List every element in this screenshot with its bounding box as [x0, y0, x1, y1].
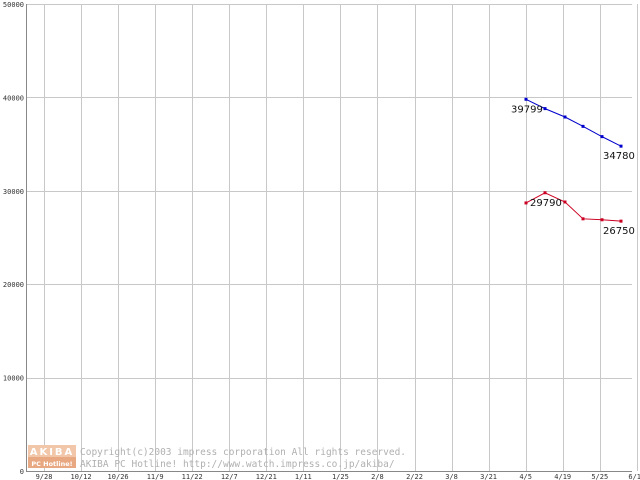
x-tick-label: 1/11 [295, 473, 312, 480]
data-point [619, 144, 623, 148]
logo-bottom-text: PC Hotline! [31, 460, 72, 468]
data-label: 29790 [530, 198, 562, 209]
data-point [524, 201, 528, 205]
data-point [581, 217, 585, 221]
x-tick-label: 4/5 [519, 473, 532, 480]
logo-top-text: AKIBA [30, 447, 75, 458]
akiba-logo: AKIBA PC Hotline! [28, 445, 76, 468]
x-tick-label: 2/8 [371, 473, 384, 480]
y-tick-label: 30000 [3, 188, 24, 196]
axes [26, 4, 632, 472]
x-tick-label: 3/8 [445, 473, 458, 480]
x-tick-label: 9/28 [36, 473, 53, 480]
x-tick-label: 11/22 [182, 473, 203, 480]
data-point [600, 135, 604, 139]
logo-top-bg [28, 445, 76, 457]
y-tick-label: 20000 [3, 281, 24, 289]
data-label: 39799 [511, 104, 543, 115]
x-tick-label: 2/22 [406, 473, 423, 480]
x-tick-labels: 9/28 10/12 10/26 11/9 11/22 12/7 12/21 1/11 1/25… [36, 473, 640, 480]
x-tick-label: 12/7 [221, 473, 238, 480]
copyright-line: Copyright(c)2003 impress corporation All… [80, 447, 406, 458]
y-tick-label: 10000 [3, 375, 24, 383]
copyright-watermark: AKIBA PC Hotline! Copyright(c)2003 impre… [28, 445, 406, 470]
data-point [543, 191, 547, 195]
x-tick-label: 11/9 [147, 473, 164, 480]
data-point [600, 218, 604, 222]
x-tick-label: 3/21 [480, 473, 497, 480]
data-label: 26750 [603, 226, 635, 237]
data-series: 39799 34780 29790 26750 [511, 97, 635, 237]
x-tick-label: 4/19 [554, 473, 571, 480]
x-tick-label: 10/26 [108, 473, 129, 480]
x-tick-label: 1/25 [332, 473, 349, 480]
y-tick-labels: 0 10000 20000 30000 40000 50000 [3, 1, 24, 476]
data-point [563, 115, 567, 119]
series-1: 39799 34780 [511, 97, 635, 162]
data-point [563, 200, 567, 204]
data-point [543, 107, 547, 111]
data-point [581, 124, 585, 128]
website-line: AKIBA PC Hotline! http://www.watch.impre… [80, 459, 395, 470]
series-line [525, 98, 622, 147]
data-point [619, 219, 623, 223]
series-line [525, 192, 622, 222]
x-tick-label: 10/12 [71, 473, 92, 480]
data-label: 34780 [603, 151, 635, 162]
logo-bottom-bg [28, 457, 76, 468]
y-tick-label: 0 [20, 468, 24, 476]
data-point [524, 97, 528, 101]
x-tick-label: 6/10 [628, 473, 640, 480]
grid-lines [26, 4, 638, 472]
y-tick-label: 40000 [3, 94, 24, 102]
x-tick-label: 5/25 [591, 473, 608, 480]
x-tick-label: 12/21 [256, 473, 277, 480]
y-tick-label: 50000 [3, 1, 24, 9]
series-2: 29790 26750 [524, 191, 635, 237]
